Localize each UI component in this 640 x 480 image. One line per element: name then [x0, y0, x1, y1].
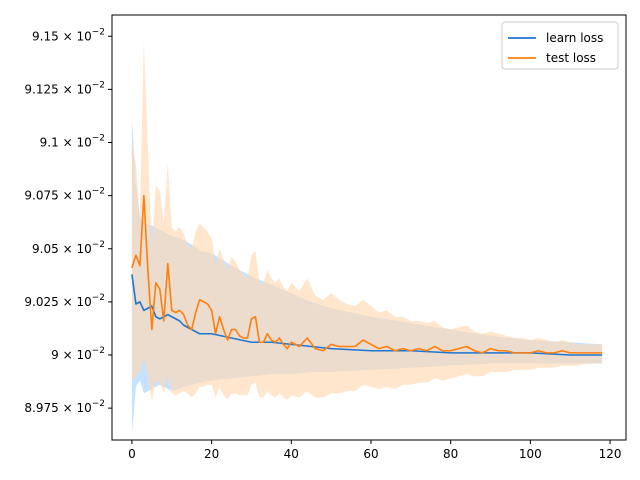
- x-tick-label: 0: [128, 447, 136, 461]
- x-tick-label: 60: [363, 447, 378, 461]
- plot-frame: [111, 14, 627, 441]
- x-axis: 0 20 40 60 80 100 120: [128, 440, 622, 461]
- y-tick-label: 9.05 × 10−2: [32, 240, 105, 256]
- legend-label-1: test loss: [546, 51, 596, 65]
- y-tick-label: 9.15 × 10−2: [32, 27, 105, 43]
- x-tick-label: 100: [519, 447, 542, 461]
- uncertainty-bands: [131, 40, 603, 434]
- y-tick-label: 9.1 × 10−2: [40, 134, 105, 150]
- legend-label-0: learn loss: [546, 31, 603, 45]
- y-axis: 8.975 × 10−2 9 × 10−2 9.025 × 10−2 9.05 × 1…: [24, 27, 112, 415]
- y-tick-label: 9.125 × 10−2: [24, 80, 105, 96]
- series-line-1: [131, 194, 603, 354]
- y-tick-label: 9.025 × 10−2: [24, 293, 105, 309]
- legend: learn loss test loss: [501, 21, 619, 70]
- x-tick-label: 40: [284, 447, 299, 461]
- y-tick-label: 8.975 × 10−2: [24, 399, 105, 415]
- x-tick-label: 20: [204, 447, 219, 461]
- x-tick-label: 80: [443, 447, 458, 461]
- band-1: [131, 40, 603, 402]
- y-tick-label: 9.075 × 10−2: [24, 187, 105, 203]
- series-lines: [131, 194, 603, 356]
- x-tick-label: 120: [599, 447, 622, 461]
- y-tick-label: 9 × 10−2: [51, 346, 105, 362]
